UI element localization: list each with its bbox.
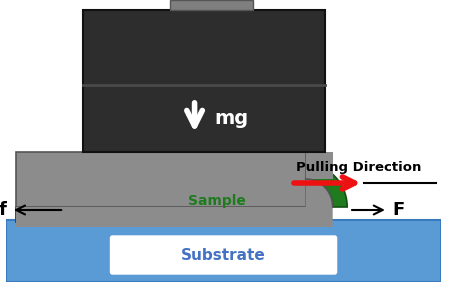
Bar	[84, 10, 325, 152]
Text: f: f	[0, 201, 6, 219]
Polygon shape	[16, 164, 347, 222]
Bar	[306, 152, 333, 179]
FancyBboxPatch shape	[130, 185, 303, 217]
Text: Pulling Direction: Pulling Direction	[296, 162, 421, 175]
Polygon shape	[306, 179, 333, 207]
Text: F: F	[392, 201, 405, 219]
Bar	[171, 0, 252, 10]
Text: mg: mg	[214, 109, 248, 127]
Bar	[16, 152, 306, 207]
Bar	[16, 207, 306, 222]
Text: Substrate: Substrate	[181, 248, 266, 263]
Bar	[6, 220, 441, 282]
Text: Sample: Sample	[188, 194, 246, 208]
FancyBboxPatch shape	[111, 236, 337, 274]
Polygon shape	[16, 179, 333, 227]
